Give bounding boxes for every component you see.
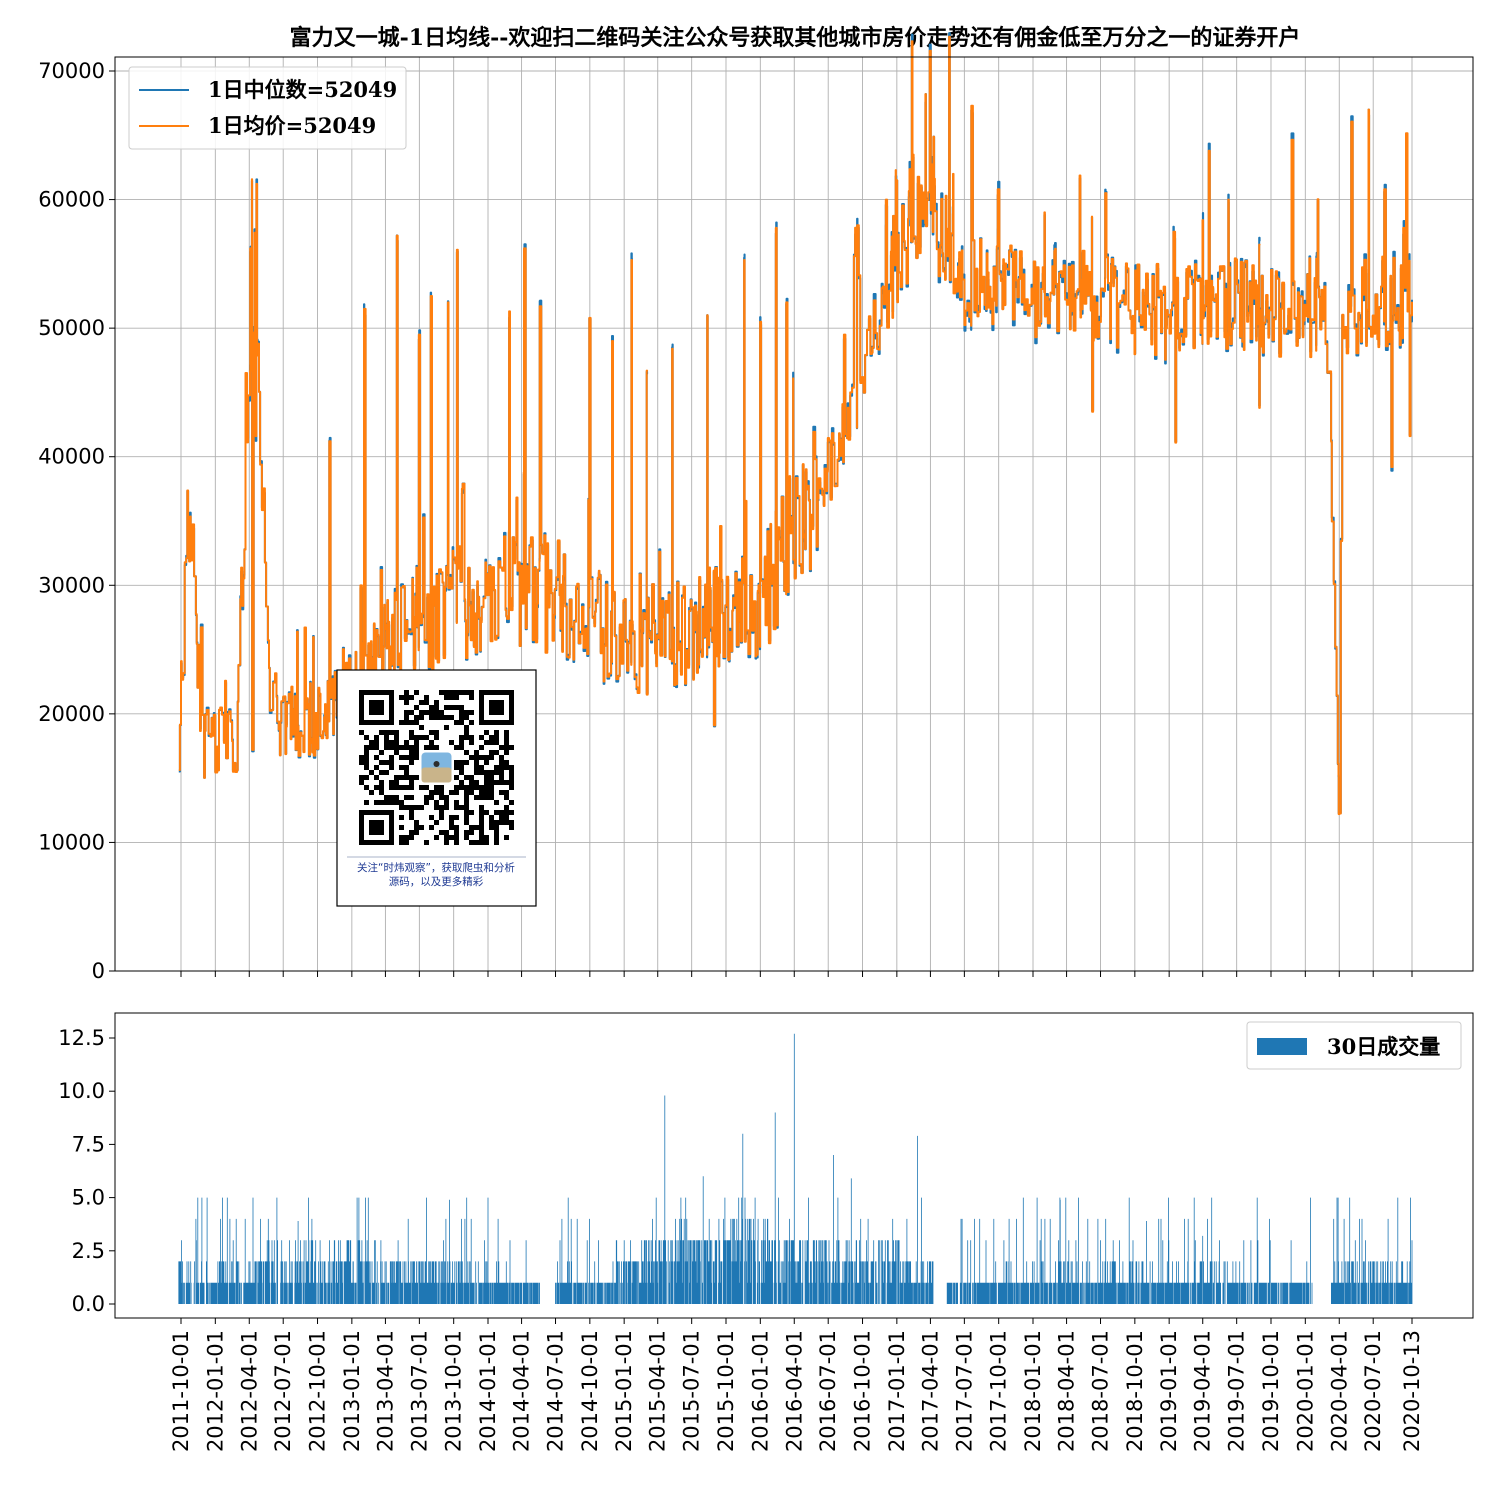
- average-price-series: [178, 35, 1413, 816]
- date-tick-label: 2014-04-01: [510, 1330, 534, 1452]
- price-panel: 0 10000 20000 30000 40000 50000 60000 70000 1日中…: [38, 32, 1474, 983]
- date-tick-label: 2016-01-01: [748, 1330, 772, 1452]
- date-tick-label: 2018-01-01: [1021, 1330, 1045, 1452]
- price-y-tick-label: 20000: [38, 702, 105, 726]
- price-x-ticks: [180, 971, 1413, 977]
- price-y-tick-label: 40000: [38, 445, 105, 469]
- date-tick-label: 2014-01-01: [476, 1330, 500, 1452]
- date-tick-label: 2019-04-01: [1191, 1330, 1215, 1452]
- price-y-tick-label: 60000: [38, 188, 105, 212]
- volume-y-tick-label: 0.0: [72, 1292, 105, 1316]
- chart-title: 富力又一城-1日均线--欢迎扫二维码关注公众号获取其他城市房价走势还有佣金低至万…: [290, 25, 1301, 51]
- date-tick-label: 2013-04-01: [373, 1330, 397, 1452]
- date-tick-label: 2014-07-01: [544, 1330, 568, 1452]
- volume-bar-set: [178, 1033, 1413, 1304]
- qr-caption-line1: 关注“时炜观察”，获取爬虫和分析: [357, 861, 515, 874]
- price-y-tick-label: 30000: [38, 573, 105, 597]
- volume-y-axis: 0.0 2.5 5.0 7.5 10.0 12.5: [58, 1026, 115, 1316]
- date-tick-label: 2014-10-01: [578, 1330, 602, 1452]
- date-tick-label: 2020-07-01: [1361, 1330, 1385, 1452]
- date-tick-label: 2018-10-01: [1123, 1330, 1147, 1452]
- date-tick-label: 2012-07-01: [271, 1330, 295, 1452]
- date-tick-label: 2015-10-01: [714, 1330, 738, 1452]
- volume-legend-label: 30日成交量: [1327, 1034, 1440, 1059]
- date-tick-label: 2018-07-01: [1089, 1330, 1113, 1452]
- date-tick-label: 2017-10-01: [987, 1330, 1011, 1452]
- median-legend-label: 1日中位数=52049: [208, 77, 397, 102]
- date-tick-label: 2013-07-01: [407, 1330, 431, 1452]
- date-tick-label: 2017-07-01: [952, 1330, 976, 1452]
- date-tick-label: 2019-10-01: [1259, 1330, 1283, 1452]
- date-tick-label: 2016-07-01: [816, 1330, 840, 1452]
- qr-code-box: 关注“时炜观察”，获取爬虫和分析 源码，以及更多精彩: [336, 669, 537, 907]
- date-tick-label: 2016-04-01: [782, 1330, 806, 1452]
- date-tick-label: 2015-04-01: [646, 1330, 670, 1452]
- volume-y-tick-label: 10.0: [58, 1079, 105, 1103]
- volume-legend: 30日成交量: [1246, 1021, 1462, 1070]
- average-price-line: [178, 35, 1413, 816]
- volume-y-tick-label: 2.5: [72, 1239, 105, 1263]
- date-tick-label: 2019-07-01: [1225, 1330, 1249, 1452]
- date-tick-label: 2013-01-01: [340, 1330, 364, 1452]
- date-tick-label: 2012-01-01: [203, 1330, 227, 1452]
- volume-y-tick-label: 5.0: [72, 1186, 105, 1210]
- price-legend: 1日中位数=52049 1日均价=52049: [128, 66, 407, 150]
- date-tick-label: 2013-10-01: [442, 1330, 466, 1452]
- date-tick-label: 2020-10-13: [1400, 1330, 1424, 1452]
- volume-legend-swatch: [1257, 1038, 1307, 1055]
- price-y-tick-label: 50000: [38, 316, 105, 340]
- date-tick-label: 2012-04-01: [237, 1330, 261, 1452]
- date-tick-label: 2015-07-01: [680, 1330, 704, 1452]
- date-tick-label: 2011-10-01: [169, 1330, 193, 1452]
- date-tick-label: 2016-10-01: [851, 1330, 875, 1452]
- price-y-axis: 0 10000 20000 30000 40000 50000 60000 70000: [38, 59, 115, 983]
- date-tick-label: 2020-01-01: [1293, 1330, 1317, 1452]
- date-tick-label: 2015-01-01: [612, 1330, 636, 1452]
- date-tick-label: 2020-04-01: [1327, 1330, 1351, 1452]
- price-y-tick-label: 70000: [38, 59, 105, 83]
- date-tick-label: 2018-04-01: [1055, 1330, 1079, 1452]
- volume-y-tick-label: 7.5: [72, 1132, 105, 1156]
- date-x-axis: 2011-10-01 2012-01-01 2012-04-01 2012-07-01…: [169, 1318, 1424, 1452]
- date-tick-label: 2017-04-01: [918, 1330, 942, 1452]
- volume-bars: [178, 1033, 1413, 1304]
- date-tick-label: 2019-01-01: [1157, 1330, 1181, 1452]
- price-y-tick-label: 10000: [38, 830, 105, 854]
- price-y-tick-label: 0: [92, 959, 105, 983]
- date-tick-label: 2012-10-01: [306, 1330, 330, 1452]
- volume-panel: 0.0 2.5 5.0 7.5 10.0 12.5 2011-10-01 2012-01-0…: [58, 1012, 1474, 1452]
- average-legend-label: 1日均价=52049: [208, 113, 376, 138]
- volume-y-tick-label: 12.5: [58, 1026, 105, 1050]
- date-tick-label: 2017-01-01: [885, 1330, 909, 1452]
- qr-caption-line2: 源码，以及更多精彩: [389, 875, 484, 888]
- qr-code-icon: [359, 690, 514, 845]
